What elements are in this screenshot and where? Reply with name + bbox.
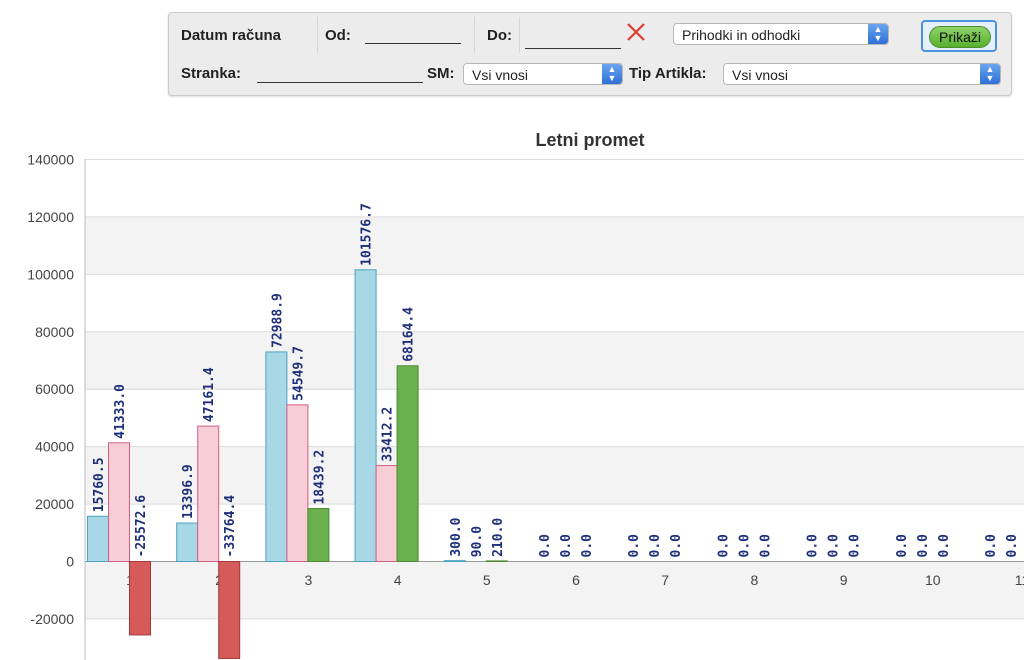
from-date-input[interactable] [365,43,461,44]
client-input[interactable] [257,82,423,83]
bar [108,442,130,562]
sm-select[interactable]: Vsi vnosi ▲ ▼ [463,63,623,85]
report-type-value: Prihodki in odhodki [682,27,801,43]
divider [519,17,520,53]
x-tick-label: 6 [572,572,580,588]
data-label: 0.0 [737,534,752,558]
bar [354,269,377,562]
show-button-frame: Prikaži [921,20,997,52]
data-label: 0.0 [1005,534,1020,558]
bar [129,561,151,636]
data-label: 210.0 [491,518,506,557]
y-tick-label: 100000 [27,266,74,282]
divider [317,17,318,53]
x-tick-label: 9 [840,572,848,588]
data-label: 0.0 [895,534,910,558]
bar [375,465,398,563]
grid-band [85,216,1024,275]
item-type-label: Tip Artikla: [629,65,707,82]
invoice-date-label: Datum računa [181,27,282,44]
grid-band [85,446,1024,505]
data-label: -33764.4 [223,495,238,558]
client-label: Stranka: [181,65,242,82]
data-label: 0.0 [580,534,595,558]
y-tick-label: 40000 [35,439,74,455]
sm-value: Vsi vnosi [472,67,529,83]
show-button[interactable]: Prikaži [929,26,991,48]
bar [176,522,199,562]
data-label: 0.0 [937,534,952,558]
item-type-select[interactable]: Vsi vnosi ▲ ▼ [723,63,1001,85]
chevron-updown-icon: ▲ ▼ [602,64,622,84]
bar [443,560,466,562]
data-label: 54549.7 [291,346,306,401]
data-label: 0.0 [806,534,821,558]
data-label: 101576.7 [360,203,375,266]
data-label: 33412.2 [381,407,396,462]
data-label: 72988.9 [270,293,285,348]
bar [218,561,241,659]
bar [307,508,330,563]
y-tick-label: 120000 [27,209,74,225]
data-label: 18439.2 [312,450,327,505]
data-label: -25572.6 [134,495,149,558]
bar [396,365,419,562]
data-label: 0.0 [848,534,863,558]
data-label: 0.0 [627,534,642,558]
report-type-select[interactable]: Prihodki in odhodki ▲ ▼ [673,23,889,45]
item-type-value: Vsi vnosi [732,67,789,83]
data-label: 0.0 [827,534,842,558]
data-label: 0.0 [669,534,684,558]
data-label: 0.0 [559,534,574,558]
y-tick-label: -20000 [30,611,74,627]
data-label: 0.0 [984,534,999,558]
to-date-label: Do: [487,27,512,44]
data-label: 90.0 [470,526,485,557]
data-label: 0.0 [716,534,731,558]
chart-title: Letni promet [535,130,645,150]
x-tick-label: 5 [483,572,491,588]
to-date-input[interactable] [525,48,621,49]
y-tick-label: 140000 [27,152,74,168]
data-label: 0.0 [538,534,553,558]
y-tick-label: 60000 [35,381,74,397]
y-tick-label: 80000 [35,324,74,340]
bar [485,560,508,562]
x-tick-label: 4 [394,572,402,588]
filter-panel: Datum računa Od: Do: Prihodki in odhodki… [168,12,1012,96]
data-label: 15760.5 [92,457,107,512]
bar [197,425,220,562]
grid-band [85,331,1024,390]
data-label: 0.0 [648,534,663,558]
y-tick-label: 20000 [35,496,74,512]
chevron-updown-icon: ▲ ▼ [868,24,888,44]
x-tick-label: 3 [305,572,313,588]
x-tick-label: 8 [751,572,759,588]
y-tick-label: 0 [66,554,74,570]
sm-label: SM: [427,65,455,82]
from-date-label: Od: [325,27,351,44]
data-label: 300.0 [449,517,464,556]
x-tick-label: 10 [925,572,941,588]
close-icon[interactable] [625,21,647,43]
bar [87,515,109,563]
divider [474,17,475,53]
data-label: 68164.4 [402,307,417,362]
chevron-updown-icon: ▲ ▼ [980,64,1000,84]
data-label: 0.0 [758,534,773,558]
bar [286,404,309,563]
grid-band [85,561,1024,619]
data-label: 47161.4 [202,367,217,422]
data-label: 13396.9 [181,464,196,519]
bar [265,351,288,562]
x-tick-label: 7 [661,572,669,588]
x-tick-label: 11 [1015,572,1024,588]
data-label: 0.0 [916,534,931,558]
data-label: 41333.0 [113,384,128,439]
